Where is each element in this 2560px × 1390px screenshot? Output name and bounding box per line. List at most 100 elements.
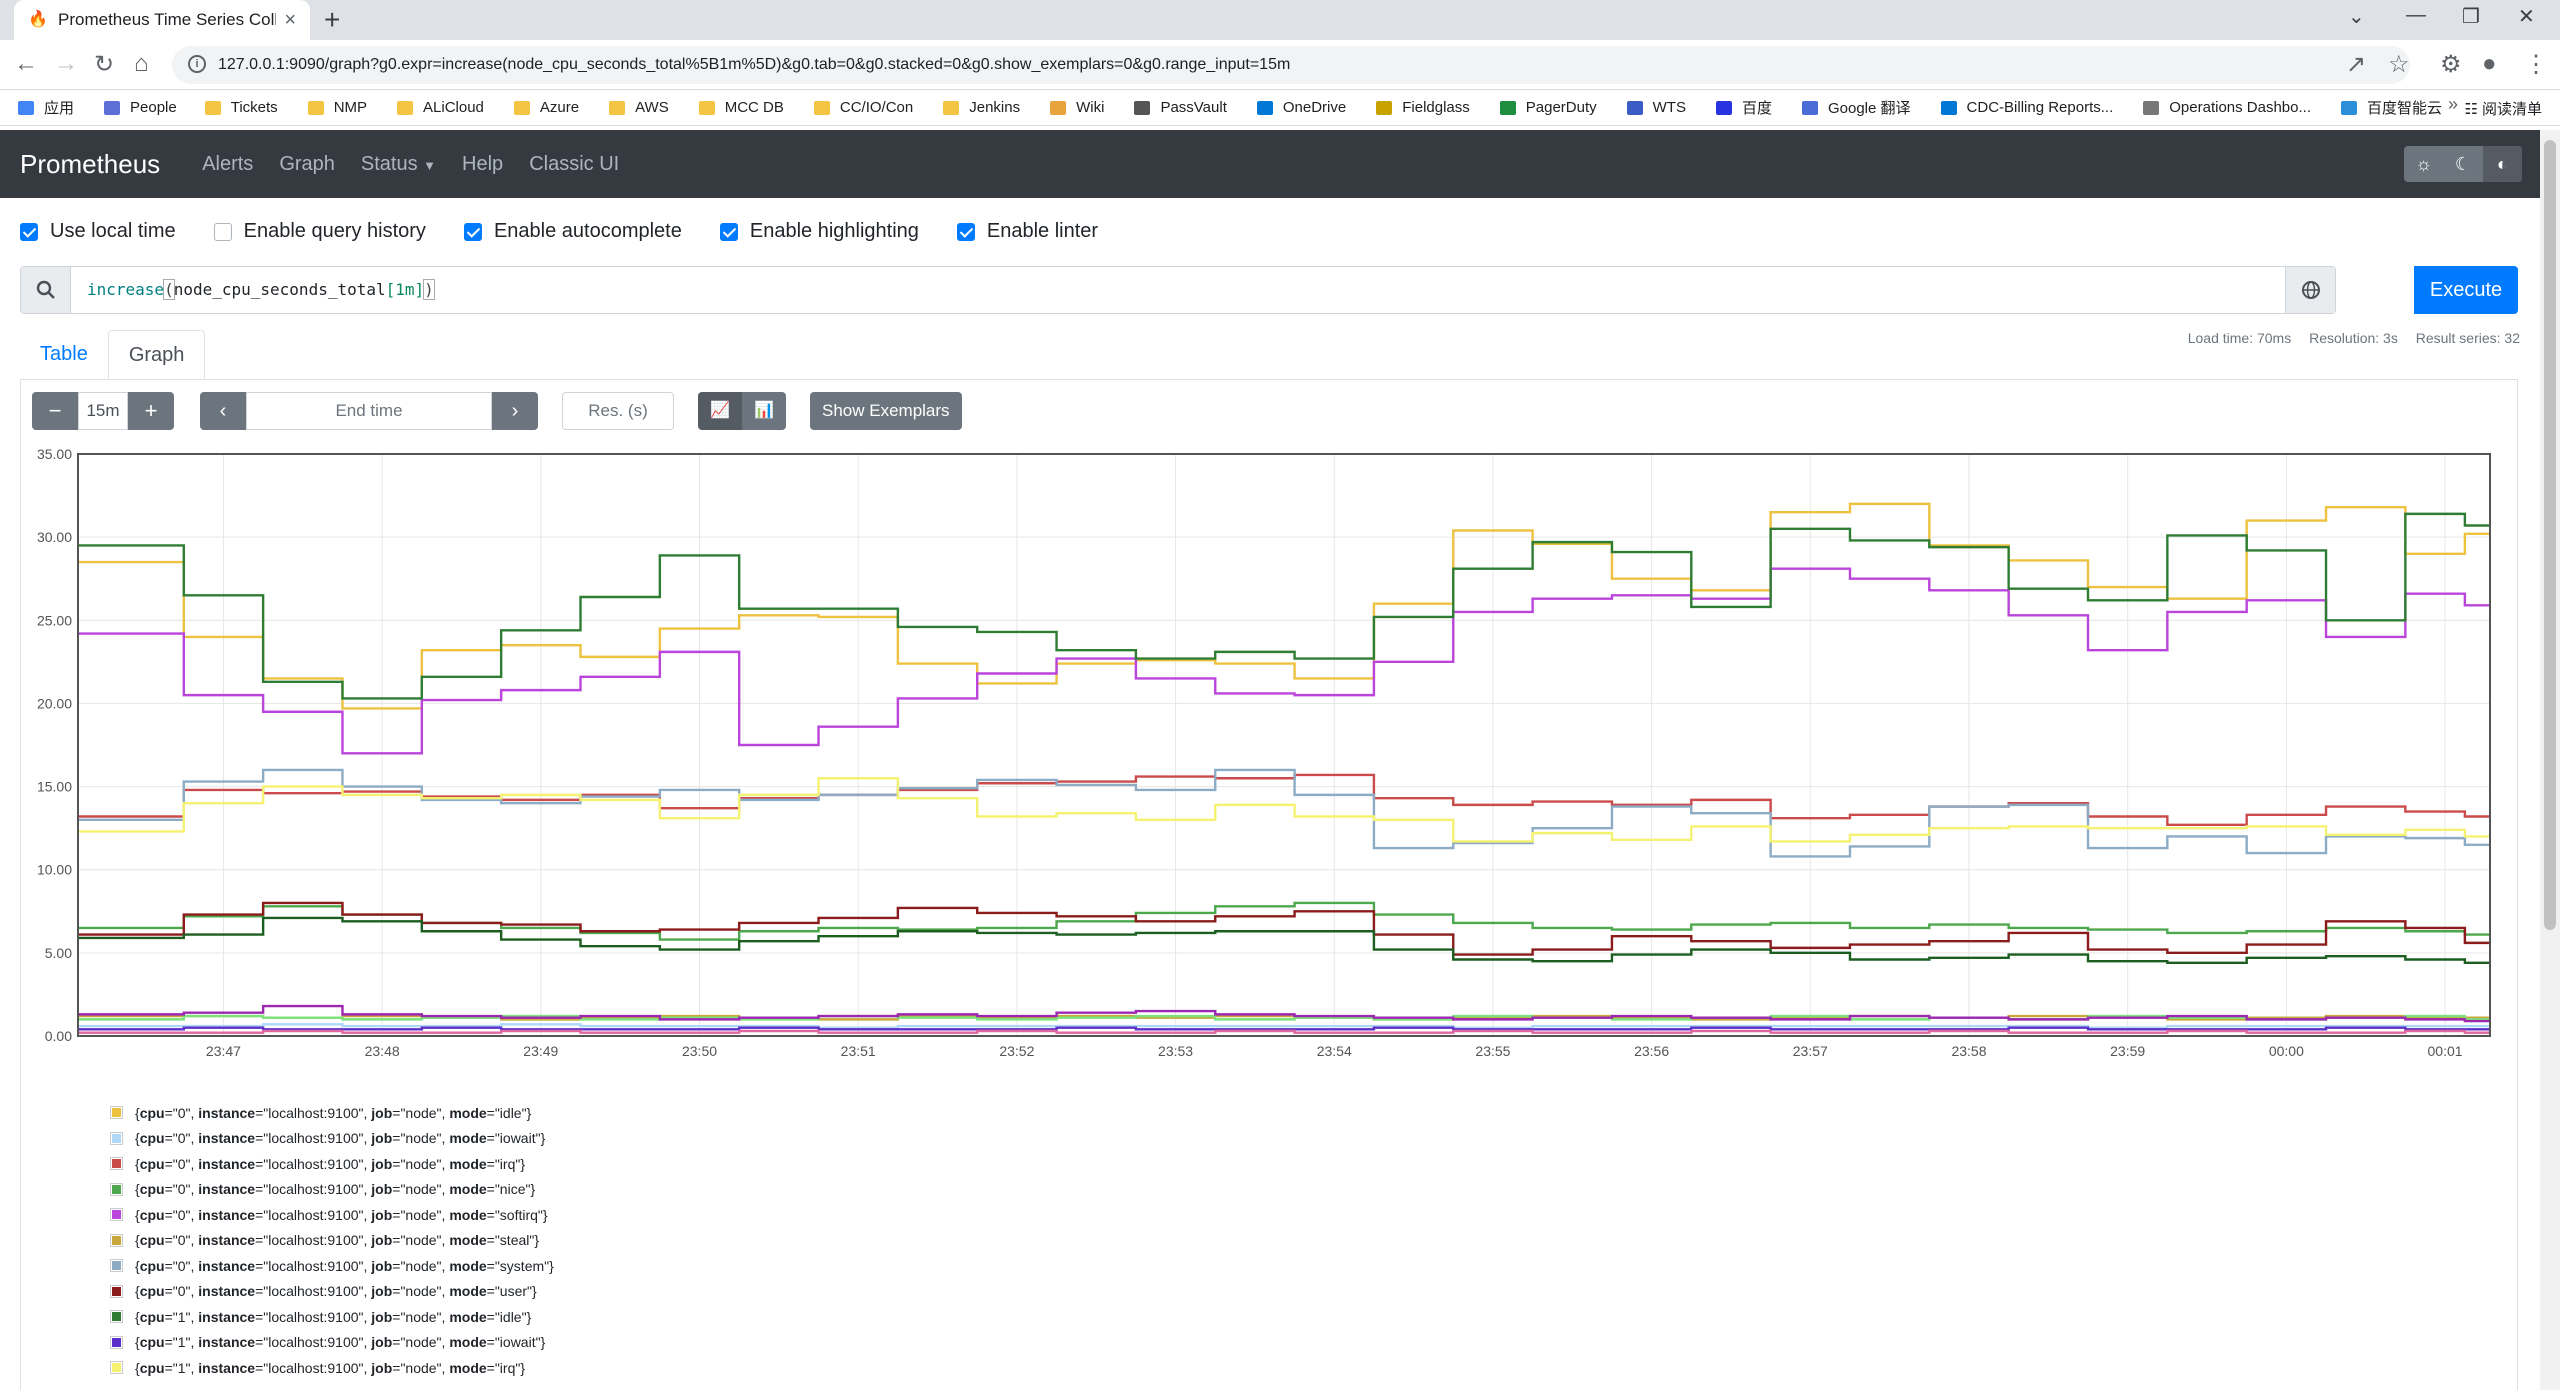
metrics-explorer-globe-icon[interactable] [2285,267,2335,313]
bookmark-star-icon[interactable]: ☆ [2388,51,2410,78]
restore-icon[interactable]: ❐ [2462,6,2480,28]
minimize-icon[interactable]: — [2406,4,2426,26]
reading-list-button[interactable]: ☷ 阅读清单 [2464,101,2542,118]
nav-alerts[interactable]: Alerts [202,152,254,175]
bookmark-item[interactable]: NMP [307,99,367,116]
series-line [78,1023,2490,1029]
auto-theme-icon[interactable]: ◐ [2482,146,2522,182]
show-exemplars-button[interactable]: Show Exemplars [810,392,962,430]
brand-logo[interactable]: Prometheus [20,148,161,179]
legend-item[interactable]: {cpu="0", instance="localhost:9100", job… [110,1126,554,1152]
execute-button[interactable]: Execute [2414,266,2518,314]
stacked-chart-icon[interactable]: 📊 [742,392,786,430]
bookmark-item[interactable]: CC/IO/Con [813,99,913,116]
site-info-icon[interactable]: i [188,55,206,73]
legend-item[interactable]: {cpu="0", instance="localhost:9100", job… [110,1253,554,1279]
bookmark-item[interactable]: WTS [1626,99,1686,116]
option-enable-autocomplete[interactable]: Enable autocomplete [463,220,682,243]
x-tick-label: 23:54 [1317,1043,1352,1059]
x-tick-label: 23:57 [1793,1043,1828,1059]
bookmark-item[interactable]: MCC DB [698,99,784,116]
forward-icon[interactable]: → [54,50,78,77]
legend-item[interactable]: {cpu="0", instance="localhost:9100", job… [110,1228,554,1254]
close-window-icon[interactable]: ✕ [2518,6,2535,28]
bookmark-item[interactable]: PassVault [1134,99,1227,116]
checkbox[interactable] [213,222,232,241]
bookmark-item[interactable]: Fieldglass [1376,99,1470,116]
legend-item[interactable]: {cpu="1", instance="localhost:9100", job… [110,1304,554,1330]
time-series-chart[interactable]: 0.00 5.00 10.00 15.00 20.00 25.00 30.00 35.00 23… [20,440,2500,1080]
legend-item[interactable]: {cpu="0", instance="localhost:9100", job… [110,1100,554,1126]
legend-item[interactable]: {cpu="0", instance="localhost:9100", job… [110,1151,554,1177]
scrollbar-thumb[interactable] [2544,140,2556,930]
bookmark-item[interactable]: 百度智能云 [2341,97,2442,118]
decrease-range-button[interactable]: − [32,392,78,430]
query-function: increase [87,280,165,299]
expression-input[interactable]: increase(node_cpu_seconds_total[1m]) [87,279,435,300]
bookmark-item[interactable]: OneDrive [1256,99,1346,116]
option-enable-linter[interactable]: Enable linter [956,220,1098,243]
bookmark-item[interactable]: Azure [513,99,579,116]
bookmark-item[interactable]: Wiki [1050,99,1104,116]
bookmark-item[interactable]: Operations Dashbo... [2143,99,2311,116]
legend-item[interactable]: {cpu="0", instance="localhost:9100", job… [110,1177,554,1203]
unstacked-chart-icon[interactable]: 📈 [698,392,742,430]
url-field[interactable]: i 127.0.0.1:9090/graph?g0.expr=increase(… [172,46,2410,84]
option-use-local-time[interactable]: Use local time [20,220,176,243]
profile-avatar-icon[interactable]: ● [2482,50,2497,77]
bookmark-item[interactable]: Google 翻译 [1801,97,1911,118]
end-time-input[interactable]: End time [246,392,492,430]
bookmark-item[interactable]: CDC-Billing Reports... [1940,99,2113,116]
x-tick-label: 23:53 [1158,1043,1193,1059]
caret-down-icon: ▼ [423,157,437,173]
option-enable-highlighting[interactable]: Enable highlighting [719,220,919,243]
legend-label: {cpu="1", instance="localhost:9100", job… [135,1308,532,1325]
nav-help[interactable]: Help [462,152,504,175]
back-icon[interactable]: ← [14,50,38,77]
bookmark-item[interactable]: PagerDuty [1499,99,1597,116]
legend-item[interactable]: {cpu="1", instance="localhost:9100", job… [110,1355,554,1381]
option-enable-query-history[interactable]: Enable query history [213,220,426,243]
bookmark-label: AWS [635,99,669,116]
reload-icon[interactable]: ↻ [94,51,115,78]
nav-status[interactable]: Status ▼ [361,153,436,176]
bookmark-item[interactable]: 百度 [1715,97,1772,118]
bookmark-item[interactable]: AWS [609,99,669,116]
tab-table[interactable]: Table [40,343,88,365]
legend-item[interactable]: {cpu="1", instance="localhost:9100", job… [110,1330,554,1356]
y-tick-label: 30.00 [37,529,72,545]
browser-tab[interactable]: 🔥 Prometheus Time Series Collectio × [14,0,310,40]
home-icon[interactable]: ⌂ [134,50,149,77]
bookmark-item[interactable]: 应用 [18,97,74,118]
prev-time-button[interactable]: ‹ [200,392,246,430]
nav-classic-ui[interactable]: Classic UI [529,152,620,175]
bookmark-icon [1256,100,1273,115]
resolution: Resolution: 3s [2309,330,2398,346]
bookmark-item[interactable]: People [104,99,177,116]
bookmark-item[interactable]: Tickets [204,99,278,116]
menu-kebab-icon[interactable]: ⋮ [2524,51,2548,78]
bookmarks-overflow-icon[interactable]: » [2447,94,2458,114]
tab-graph[interactable]: Graph [107,330,206,380]
increase-range-button[interactable]: + [128,392,174,430]
page-scrollbar[interactable] [2540,130,2560,1390]
bookmark-item[interactable]: Jenkins [943,99,1020,116]
light-theme-icon[interactable]: ☼ [2415,154,2432,174]
checkbox[interactable] [463,222,482,241]
nav-graph[interactable]: Graph [279,152,335,175]
range-input[interactable]: 15m [78,392,128,430]
checkbox[interactable] [956,222,975,241]
close-tab-icon[interactable]: × [284,8,296,31]
tab-search-icon[interactable]: ⌄ [2348,6,2365,28]
extensions-icon[interactable]: ⚙ [2440,51,2462,78]
legend-item[interactable]: {cpu="0", instance="localhost:9100", job… [110,1279,554,1305]
share-icon[interactable]: ↗ [2346,51,2367,78]
next-time-button[interactable]: › [492,392,538,430]
checkbox[interactable] [719,222,738,241]
legend-item[interactable]: {cpu="0", instance="localhost:9100", job… [110,1202,554,1228]
resolution-input[interactable]: Res. (s) [562,392,674,430]
bookmark-item[interactable]: ALiCloud [397,99,484,116]
checkbox[interactable] [20,222,38,241]
dark-theme-icon[interactable]: ☾ [2454,154,2472,174]
new-tab-icon[interactable]: + [324,4,341,35]
